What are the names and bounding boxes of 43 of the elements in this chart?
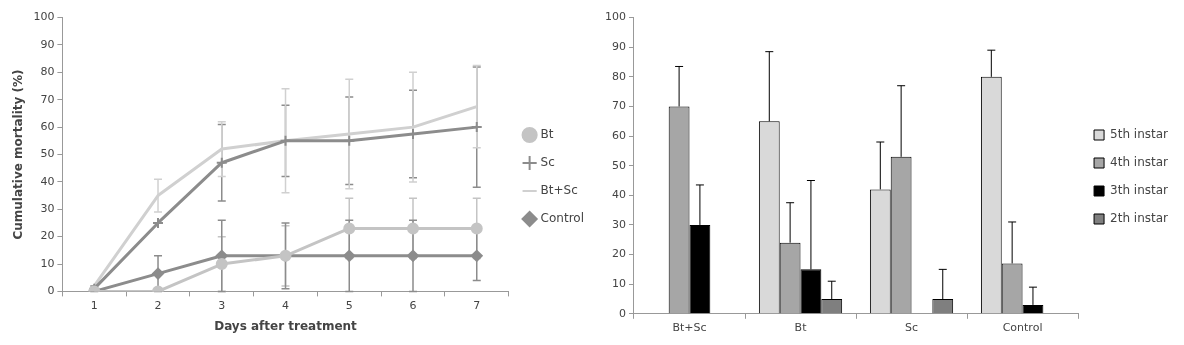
y-tick-label: 0 bbox=[47, 284, 55, 298]
x-tick-label: Sc bbox=[905, 321, 919, 335]
x-tick-label: 2 bbox=[154, 298, 162, 312]
x-tick-label: 5 bbox=[345, 298, 353, 312]
x-tick-label: 6 bbox=[409, 298, 417, 312]
y-tick-label: 90 bbox=[612, 40, 626, 54]
y-tick-label: 20 bbox=[612, 247, 626, 261]
legend-label: 3th instar bbox=[1110, 183, 1169, 198]
legend-label: Bt+Sc bbox=[540, 183, 578, 198]
y-tick-label: 50 bbox=[40, 147, 55, 161]
y-tick-label: 30 bbox=[40, 202, 55, 216]
y-axis-title: Cumulative mortality (%) bbox=[11, 69, 26, 240]
legend-label: Sc bbox=[540, 155, 555, 170]
y-tick-label: 80 bbox=[40, 65, 55, 79]
y-tick-label: 30 bbox=[612, 217, 626, 231]
x-tick-label: 1 bbox=[90, 298, 98, 312]
y-tick-label: 0 bbox=[619, 306, 626, 320]
y-tick-label: 40 bbox=[612, 188, 626, 202]
y-tick-label: 10 bbox=[612, 277, 626, 291]
y-tick-label: 70 bbox=[612, 99, 626, 113]
y-tick-label: 100 bbox=[605, 10, 626, 24]
legend-label: Control bbox=[540, 211, 585, 226]
legend-label: Bt bbox=[540, 127, 554, 142]
y-tick-label: 100 bbox=[33, 10, 55, 24]
x-tick-label: 3 bbox=[218, 298, 226, 312]
legend-label: 5th instar bbox=[1110, 127, 1169, 142]
legend-label: 4th instar bbox=[1110, 155, 1169, 170]
x-tick-label: Control bbox=[1002, 321, 1043, 335]
y-tick-label: 10 bbox=[40, 256, 55, 270]
x-tick-label: 7 bbox=[473, 298, 481, 312]
y-tick-label: 50 bbox=[612, 158, 626, 172]
x-tick-label: Bt bbox=[794, 321, 808, 335]
y-tick-label: 70 bbox=[40, 92, 55, 106]
legend-label: 2th instar bbox=[1110, 211, 1169, 226]
x-axis-title: Days after treatment bbox=[214, 318, 358, 333]
y-tick-label: 80 bbox=[612, 69, 626, 83]
x-tick-label: 4 bbox=[282, 298, 290, 312]
y-tick-label: 20 bbox=[40, 229, 55, 243]
x-tick-label: Bt+Sc bbox=[672, 321, 707, 335]
y-tick-label: 90 bbox=[40, 37, 55, 51]
y-tick-label: 40 bbox=[40, 174, 55, 188]
y-tick-label: 60 bbox=[40, 119, 55, 133]
y-tick-label: 60 bbox=[612, 128, 626, 142]
